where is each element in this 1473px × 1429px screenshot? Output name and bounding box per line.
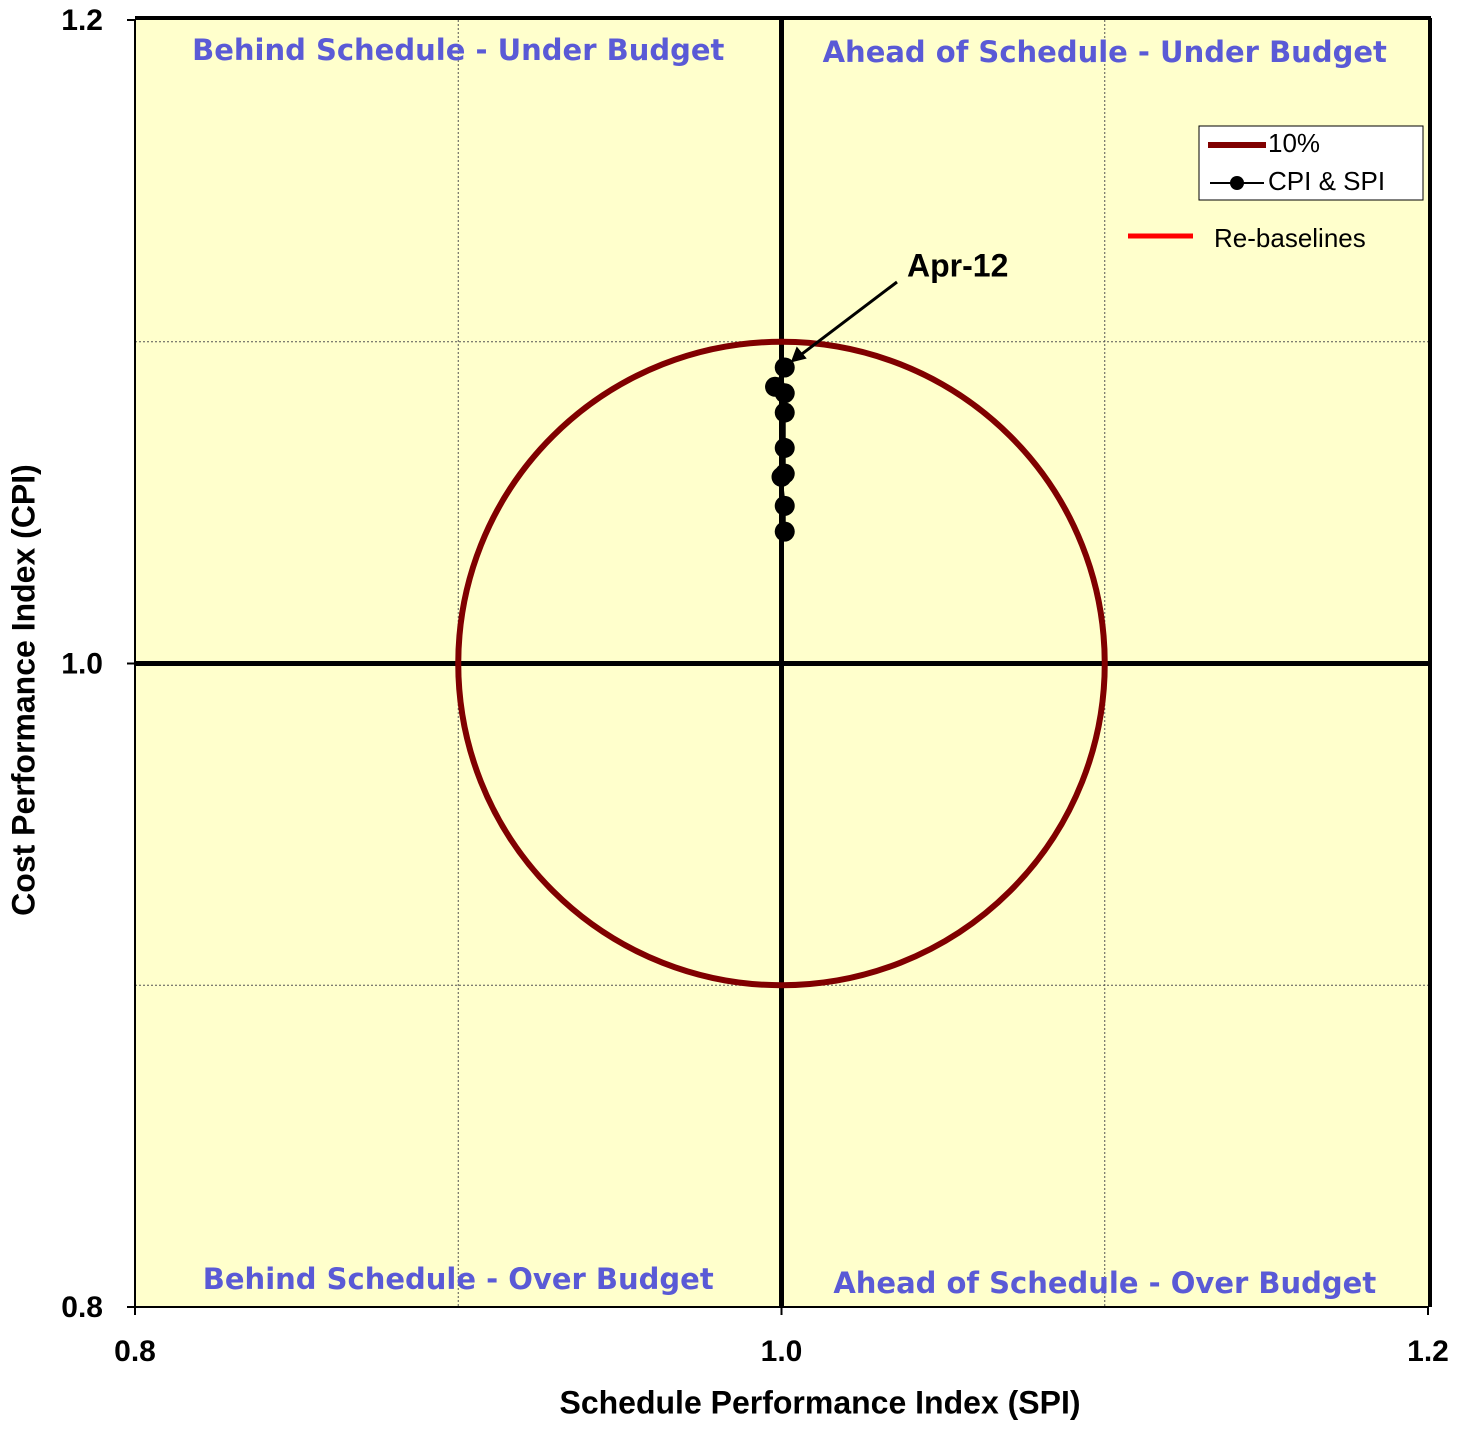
annotation-label: Apr-12 xyxy=(907,247,1008,283)
y-axis-label: Cost Performance Index (CPI) xyxy=(5,464,41,916)
quadrant-label: Behind Schedule - Over Budget xyxy=(203,1262,714,1296)
x-axis-label: Schedule Performance Index (SPI) xyxy=(559,1384,1080,1420)
legend-label: Re-baselines xyxy=(1214,223,1366,253)
annotation-arrowhead xyxy=(790,346,807,363)
quadrant-label: Behind Schedule - Under Budget xyxy=(192,33,724,67)
legend-label: 10% xyxy=(1268,128,1320,158)
tolerance-circle xyxy=(455,338,1108,989)
annotation-arrow xyxy=(793,280,898,361)
x-tick-label: 1.0 xyxy=(761,1335,803,1368)
quadrant-label: Ahead of Schedule - Under Budget xyxy=(823,35,1387,69)
x-tick-label: 0.8 xyxy=(114,1335,156,1368)
y-tick-label: 1.2 xyxy=(61,4,103,37)
data-point xyxy=(774,437,795,458)
data-point xyxy=(774,495,795,516)
data-point xyxy=(774,357,795,378)
y-tick-label: 0.8 xyxy=(61,1291,103,1324)
legend-label: CPI & SPI xyxy=(1268,166,1385,196)
data-point xyxy=(774,521,795,542)
data-point xyxy=(774,402,795,423)
data-point xyxy=(771,466,792,487)
y-tick-label: 1.0 xyxy=(61,647,103,680)
quadrant-label: Ahead of Schedule - Over Budget xyxy=(833,1266,1376,1300)
legend-swatch xyxy=(1230,176,1244,190)
x-tick-label: 1.2 xyxy=(1407,1335,1449,1368)
data-point xyxy=(774,383,795,404)
